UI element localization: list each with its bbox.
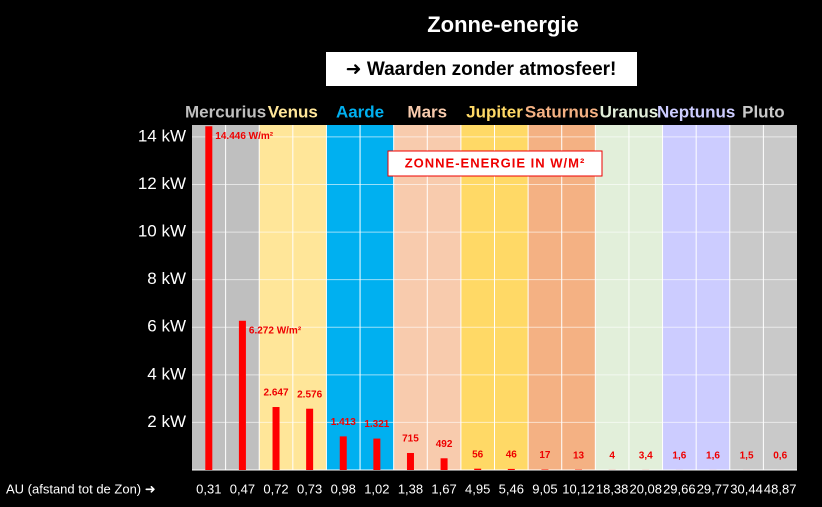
data-label: 1.413: [331, 417, 356, 428]
bar: [238, 320, 246, 470]
y-tick-label: 6 kW: [147, 317, 186, 336]
subtitle-box: [326, 52, 637, 86]
y-tick-label: 2 kW: [147, 412, 186, 431]
x-tick-label: 30,44: [730, 481, 763, 496]
data-label: 6.272 W/m²: [249, 325, 302, 336]
subtitle: ➜ Waarden zonder atmosfeer!: [346, 59, 617, 80]
x-tick-label: 18,38: [596, 481, 629, 496]
x-tick-label: 9,05: [532, 481, 557, 496]
bar: [406, 452, 414, 470]
bar: [507, 468, 515, 470]
bar: [272, 407, 280, 470]
x-tick-label: 29,77: [697, 481, 730, 496]
data-label: 1.321: [364, 419, 389, 430]
data-label: 3,4: [639, 451, 653, 462]
x-tick-label: 1,67: [431, 481, 456, 496]
x-tick-label: 1,02: [364, 481, 389, 496]
bar: [339, 436, 347, 470]
x-tick-label: 1,38: [398, 481, 423, 496]
bar: [306, 408, 314, 470]
x-tick-label: 48,87: [764, 481, 797, 496]
bar: [373, 438, 381, 470]
x-tick-label: 10,12: [562, 481, 595, 496]
x-tick-label: 5,46: [499, 481, 524, 496]
x-tick-label: 0,47: [230, 481, 255, 496]
planet-name: Venus: [268, 102, 318, 121]
data-label: 1,6: [672, 451, 686, 462]
planet-name: Pluto: [742, 102, 785, 121]
bar: [440, 458, 448, 470]
bar: [205, 126, 213, 471]
x-tick-label: 0,72: [263, 481, 288, 496]
planet-name: Mercurius: [185, 102, 266, 121]
planet-name: Uranus: [600, 102, 659, 121]
x-tick-label: 29,66: [663, 481, 696, 496]
data-label: 56: [472, 449, 484, 460]
annotation-box: [387, 150, 603, 177]
x-tick-label: 4,95: [465, 481, 490, 496]
data-label: 2.576: [297, 389, 322, 400]
data-label: 1,6: [706, 451, 720, 462]
data-label: 4: [609, 451, 615, 462]
annotation: ZONNE-ENERGIE IN W/M²: [405, 155, 586, 170]
data-label: 13: [573, 450, 585, 461]
data-label: 46: [506, 450, 518, 461]
y-tick-label: 14 kW: [138, 126, 186, 145]
x-tick-label: 0,73: [297, 481, 322, 496]
planet-name: Mars: [407, 102, 447, 121]
chart-title: Zonne-energie: [427, 12, 579, 37]
data-label: 0,6: [773, 451, 787, 462]
planet-name: Neptunus: [657, 102, 735, 121]
data-label: 715: [402, 434, 419, 445]
x-tick-label: 20,08: [629, 481, 662, 496]
planet-name: Aarde: [336, 102, 384, 121]
x-tick-label: 0,31: [196, 481, 221, 496]
y-tick-label: 8 kW: [147, 269, 186, 288]
y-tick-label: 10 kW: [138, 222, 186, 241]
data-label: 1,5: [740, 451, 754, 462]
x-axis-label: AU (afstand tot de Zon) ➜: [6, 481, 156, 496]
data-label: 492: [436, 439, 453, 450]
x-tick-label: 0,98: [331, 481, 356, 496]
planet-name: Saturnus: [525, 102, 599, 121]
y-tick-label: 4 kW: [147, 364, 186, 383]
bar: [474, 468, 482, 470]
data-label: 14.446 W/m²: [215, 131, 273, 142]
data-label: 17: [539, 450, 551, 461]
y-tick-label: 12 kW: [138, 174, 186, 193]
planet-name: Jupiter: [466, 102, 523, 121]
data-label: 2.647: [264, 388, 289, 399]
